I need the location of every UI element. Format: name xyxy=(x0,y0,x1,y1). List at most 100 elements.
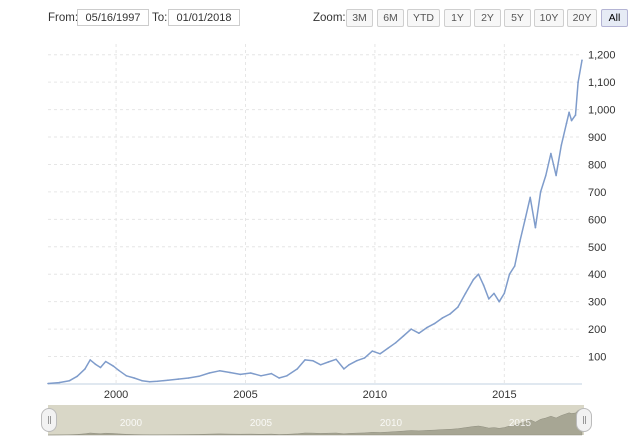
y-tick-label: 500 xyxy=(588,242,606,254)
data-point xyxy=(296,368,299,370)
y-tick-label: 600 xyxy=(588,214,606,226)
y-tick-label: 700 xyxy=(588,187,606,199)
data-point xyxy=(503,292,506,295)
data-point xyxy=(348,364,350,366)
data-point xyxy=(47,382,49,385)
y-tick-label: 1,000 xyxy=(588,105,616,117)
series-line xyxy=(47,60,583,385)
data-point xyxy=(550,152,552,155)
data-point xyxy=(133,377,135,379)
data-point xyxy=(270,372,273,375)
data-point xyxy=(68,379,71,382)
data-point xyxy=(508,273,511,276)
zoom-2y-button[interactable]: 2Y xyxy=(474,9,501,27)
zoom-all-button[interactable]: All xyxy=(601,9,628,27)
navigator-label-2010: 2010 xyxy=(379,418,403,429)
data-point xyxy=(89,359,91,361)
x-tick-label: 2000 xyxy=(104,389,128,400)
navigator-left-handle[interactable] xyxy=(41,408,57,432)
data-point xyxy=(418,332,420,335)
data-point xyxy=(402,335,405,337)
data-point xyxy=(513,265,516,267)
zoom-6m-button[interactable]: 6M xyxy=(377,9,404,27)
data-point xyxy=(457,306,459,309)
data-point xyxy=(387,347,389,350)
data-point xyxy=(371,350,374,352)
data-point xyxy=(425,326,428,329)
data-point xyxy=(577,81,579,83)
data-point xyxy=(84,368,86,370)
data-point xyxy=(278,377,280,379)
data-point xyxy=(286,375,288,377)
data-point xyxy=(488,298,490,300)
navigator-label-2000: 2000 xyxy=(119,418,143,429)
data-point xyxy=(570,119,573,122)
data-point xyxy=(477,273,480,276)
data-point xyxy=(410,328,413,330)
data-point xyxy=(99,366,102,369)
zoom-10y-button[interactable]: 10Y xyxy=(534,9,564,27)
data-point xyxy=(319,364,322,366)
data-point xyxy=(581,59,583,61)
data-point xyxy=(104,360,107,363)
data-point xyxy=(449,313,451,315)
data-point xyxy=(568,111,570,114)
navigator-right-handle[interactable] xyxy=(576,408,592,432)
y-tick-label: 300 xyxy=(588,297,606,309)
data-point xyxy=(379,353,381,355)
y-tick-label: 100 xyxy=(588,352,606,364)
zoom-3m-button[interactable]: 3M xyxy=(346,9,373,27)
data-point xyxy=(260,375,262,377)
data-point xyxy=(327,361,330,363)
to-label: To: xyxy=(152,12,168,24)
data-point xyxy=(524,218,526,221)
data-point xyxy=(58,381,60,384)
y-tick-label: 1,100 xyxy=(588,77,616,89)
data-point xyxy=(565,122,568,125)
zoom-1y-button[interactable]: 1Y xyxy=(444,9,471,27)
y-tick-label: 800 xyxy=(588,159,606,171)
y-axis: 100 200 300 400 500 600 700 800 900 1,000 1,100 1,2… xyxy=(588,50,616,364)
zoom-20y-button[interactable]: 20Y xyxy=(567,9,597,27)
line-chart: 100 200 300 400 500 600 700 800 900 1,000 1,100 1,2… xyxy=(47,44,616,400)
data-point xyxy=(555,174,557,177)
data-point xyxy=(208,372,211,374)
data-point xyxy=(156,380,159,383)
zoom-ytd-button[interactable]: YTD xyxy=(407,9,440,27)
data-point xyxy=(482,284,485,287)
navigator-label-2005: 2005 xyxy=(249,418,273,429)
navigator-series xyxy=(47,408,583,436)
data-point xyxy=(356,359,358,362)
data-point xyxy=(539,191,542,193)
zoom-5y-button[interactable]: 5Y xyxy=(504,9,531,27)
navigator[interactable]: 2000 2005 2010 2015 xyxy=(0,400,640,448)
data-point xyxy=(574,114,577,116)
data-point xyxy=(560,144,563,147)
data-point xyxy=(167,379,169,382)
data-point xyxy=(534,226,537,229)
data-point xyxy=(117,369,120,372)
data-point xyxy=(304,359,306,361)
data-point xyxy=(498,300,501,303)
data-point xyxy=(112,365,115,368)
data-point xyxy=(363,357,366,359)
data-point xyxy=(141,379,143,382)
data-point xyxy=(229,371,231,374)
chart-gridlines xyxy=(48,44,582,384)
x-tick-label: 2005 xyxy=(233,389,257,400)
y-tick-label: 400 xyxy=(588,269,606,281)
data-point xyxy=(239,373,242,376)
data-point xyxy=(394,342,397,344)
data-point xyxy=(249,372,252,374)
chart-series xyxy=(47,59,583,385)
y-tick-label: 900 xyxy=(588,132,606,144)
y-tick-label: 1,200 xyxy=(588,50,616,62)
x-axis: 2000 2005 2010 2015 xyxy=(48,383,582,400)
data-point xyxy=(312,359,314,362)
data-point xyxy=(545,174,547,177)
zoom-label: Zoom: xyxy=(313,12,346,24)
from-date-input[interactable]: 05/16/1997 xyxy=(77,9,149,26)
to-date-input[interactable]: 01/01/2018 xyxy=(168,9,240,26)
from-label: From: xyxy=(48,12,79,24)
data-point xyxy=(148,381,151,383)
